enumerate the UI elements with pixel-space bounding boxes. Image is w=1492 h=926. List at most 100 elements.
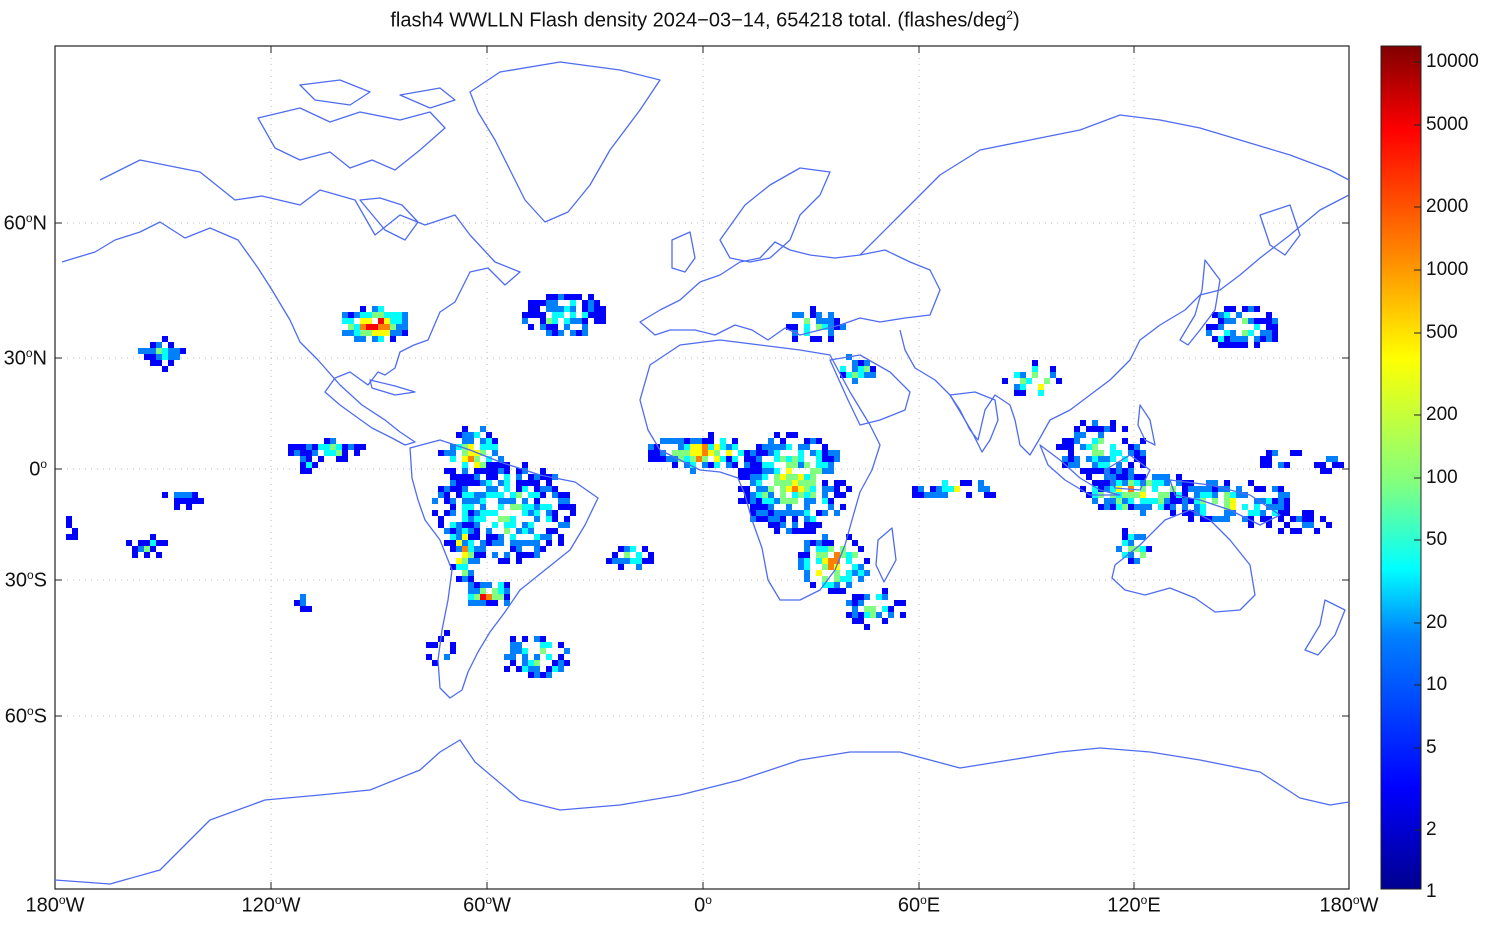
flash-cell [768, 444, 774, 450]
flash-cell [690, 468, 696, 474]
flash-cell [1302, 510, 1308, 516]
flash-cell [378, 312, 384, 318]
flash-cell [1116, 468, 1122, 474]
flash-cell [810, 306, 816, 312]
flash-cell [942, 486, 948, 492]
flash-cell [498, 588, 504, 594]
flash-cell [150, 354, 156, 360]
flash-cell [1092, 426, 1098, 432]
flash-cell [810, 474, 816, 480]
flash-cell [1146, 546, 1152, 552]
flash-cell [1206, 486, 1212, 492]
flash-cell [600, 318, 606, 324]
flash-cell [684, 438, 690, 444]
flash-cell [816, 324, 822, 330]
flash-cell [342, 318, 348, 324]
flash-cell [948, 486, 954, 492]
flash-cell [1104, 504, 1110, 510]
flash-cell [558, 330, 564, 336]
flash-cell [462, 534, 468, 540]
flash-cell [702, 456, 708, 462]
flash-cell [1080, 486, 1086, 492]
flash-cell [498, 594, 504, 600]
flash-cell [750, 492, 756, 498]
lon-label-180w-right: 180oW [1319, 893, 1379, 917]
flash-cell [456, 540, 462, 546]
flash-cell [468, 510, 474, 516]
flash-cell [1050, 366, 1056, 372]
flash-cell [600, 306, 606, 312]
flash-cell [798, 480, 804, 486]
flash-cell [1038, 384, 1044, 390]
flash-cell [456, 546, 462, 552]
flash-cell [756, 474, 762, 480]
flash-cell [810, 480, 816, 486]
flash-cell [882, 606, 888, 612]
flash-cell [1260, 456, 1266, 462]
flash-cell [852, 564, 858, 570]
flash-cell [540, 642, 546, 648]
flash-cell [138, 546, 144, 552]
flash-cell [186, 504, 192, 510]
flash-cell [474, 582, 480, 588]
flash-cell [510, 654, 516, 660]
flash-cell [852, 606, 858, 612]
flash-cell [1188, 486, 1194, 492]
flash-cell [1236, 342, 1242, 348]
flash-cell [354, 444, 360, 450]
flash-cell [468, 576, 474, 582]
flash-cell [570, 330, 576, 336]
flash-cell [918, 492, 924, 498]
flash-cell [828, 456, 834, 462]
flash-cell [1092, 468, 1098, 474]
flash-cell [378, 318, 384, 324]
flash-cell [522, 312, 528, 318]
flash-cell [1266, 516, 1272, 522]
flash-cell [1128, 480, 1134, 486]
flash-cell [1224, 516, 1230, 522]
flash-cell [1116, 504, 1122, 510]
flash-cell [804, 540, 810, 546]
flash-cell [324, 450, 330, 456]
flash-cell [498, 558, 504, 564]
flash-cell [762, 474, 768, 480]
flash-cell [552, 318, 558, 324]
flash-cell [300, 600, 306, 606]
flash-cell [1026, 378, 1032, 384]
flash-cell [546, 540, 552, 546]
coastlines [55, 61, 1349, 885]
flash-cell [768, 468, 774, 474]
flash-cell [822, 576, 828, 582]
flash-cell [534, 312, 540, 318]
flash-cell [1098, 486, 1104, 492]
flash-cell [378, 324, 384, 330]
flash-cell [468, 504, 474, 510]
flash-cell [534, 672, 540, 678]
flash-cell [870, 612, 876, 618]
flash-cell [888, 612, 894, 618]
flash-cell [522, 480, 528, 486]
flash-cell [786, 432, 792, 438]
flash-cell [1200, 504, 1206, 510]
flash-cell [1104, 462, 1110, 468]
flash-cell [66, 516, 72, 522]
flash-cell [780, 498, 786, 504]
flash-cell [474, 516, 480, 522]
flash-cell [564, 306, 570, 312]
flash-cell [462, 474, 468, 480]
flash-cell [576, 330, 582, 336]
flash-cell [1176, 492, 1182, 498]
flash-cell [828, 468, 834, 474]
flash-cell [792, 456, 798, 462]
flash-cell [552, 300, 558, 306]
flash-cell [516, 474, 522, 480]
flash-cell [804, 486, 810, 492]
flash-cell [828, 312, 834, 318]
flash-cell [474, 474, 480, 480]
flash-cell [1140, 450, 1146, 456]
flash-cell [648, 444, 654, 450]
flash-cell [444, 486, 450, 492]
flash-cell [462, 432, 468, 438]
flash-cell [516, 558, 522, 564]
flash-cell [708, 432, 714, 438]
